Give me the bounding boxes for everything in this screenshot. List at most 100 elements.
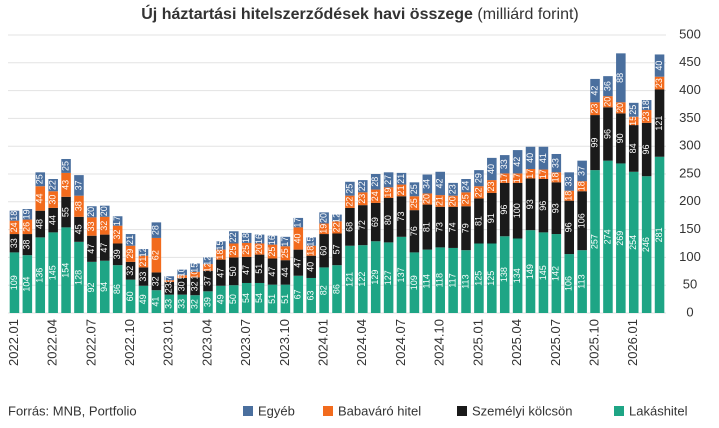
value-label: 82: [318, 285, 328, 295]
value-label: 60: [318, 246, 328, 256]
bar-segment: [332, 233, 342, 266]
value-label: 16: [254, 234, 264, 244]
value-label: 18: [306, 246, 316, 256]
bar-segment: [383, 172, 394, 188]
bar-segment: [112, 243, 123, 266]
value-label: 17: [538, 169, 548, 179]
bar-segment: [538, 232, 549, 313]
legend-label: Egyéb: [258, 403, 295, 418]
bar-segment: [345, 245, 355, 313]
y-tick-label: 500: [679, 26, 701, 41]
y-tick-label: 200: [679, 193, 701, 208]
value-label: 22: [344, 197, 354, 207]
bar-segment: [461, 192, 471, 207]
value-label: 18: [241, 233, 251, 243]
value-label: 39: [112, 249, 122, 259]
value-label: 38: [22, 240, 32, 250]
bar-segment: [61, 158, 71, 173]
bar-segment: [461, 250, 471, 313]
bar-segment: [254, 243, 265, 255]
bar-segment: [190, 295, 200, 313]
value-label: 33: [9, 238, 19, 248]
value-label: 29: [125, 249, 135, 259]
value-label: 17: [280, 237, 290, 247]
bar-segment: [254, 234, 265, 244]
value-label: 67: [293, 289, 303, 299]
value-label: 40: [293, 233, 303, 243]
value-label: 74: [447, 222, 457, 232]
bar-segment: [293, 275, 304, 313]
value-label: 96: [641, 145, 651, 155]
value-label: 42: [435, 178, 445, 188]
bar-segment: [345, 195, 355, 208]
value-label: 41: [151, 297, 161, 307]
value-label: 154: [60, 263, 70, 278]
bar-segment: [422, 249, 433, 313]
value-label: 17: [512, 173, 522, 183]
chart-subtitle: (milliárd forint): [477, 6, 578, 23]
legend-label: Lakáshitel: [629, 403, 688, 418]
bar-segment: [22, 234, 33, 256]
bar-segment: [35, 186, 46, 211]
value-label: 37: [202, 276, 212, 286]
bar-segment: [409, 210, 420, 253]
bar-segment: [9, 210, 20, 221]
value-label: 23: [654, 78, 664, 88]
bar-segment: [112, 216, 123, 226]
value-label: 136: [35, 268, 45, 283]
bar-segment: [641, 110, 652, 123]
value-label: 246: [641, 237, 651, 252]
bar-segment: [383, 197, 394, 243]
bar-segment: [306, 277, 316, 313]
bar-segment: [370, 174, 381, 190]
bar-segment: [590, 115, 600, 171]
bar-segment: [306, 255, 316, 278]
bar-segment: [74, 241, 84, 313]
legend-swatch: [323, 406, 333, 416]
bar-segment: [99, 234, 110, 261]
x-tick-label: 2024.01: [316, 319, 331, 366]
value-label: 80: [383, 215, 393, 225]
x-tick-label: 2025.10: [586, 319, 601, 366]
value-label: 96: [602, 129, 612, 139]
value-label: 128: [73, 270, 83, 285]
bar-segment: [241, 232, 252, 243]
value-label: 19: [383, 188, 393, 198]
value-label: 54: [254, 293, 264, 303]
value-label: 38: [73, 201, 83, 211]
bar-segment: [422, 174, 433, 194]
bar-segment: [461, 206, 471, 251]
value-label: 269: [615, 231, 625, 246]
value-label: 16: [267, 235, 277, 245]
value-label: 33: [86, 222, 96, 232]
bar-segment: [87, 206, 97, 218]
bar-segment: [254, 282, 265, 313]
bar-segment: [448, 206, 458, 248]
value-label: 15: [189, 263, 199, 273]
bar-segment: [474, 170, 484, 187]
value-label: 33: [499, 159, 509, 169]
bar-segment: [22, 255, 33, 313]
bar-segment: [216, 241, 226, 250]
value-label: 79: [460, 223, 470, 233]
bar-segment: [164, 281, 175, 295]
value-label: 22: [473, 187, 483, 197]
bar-segment: [525, 178, 536, 231]
value-label: 60: [125, 291, 135, 301]
value-label: 20: [615, 103, 625, 113]
value-label: 47: [241, 265, 251, 275]
bar-segment: [409, 252, 420, 313]
bar-segment: [396, 172, 407, 185]
value-label: 76: [409, 226, 419, 236]
value-label: 57: [331, 244, 341, 254]
bar-segment: [190, 271, 200, 278]
value-label: 55: [60, 207, 70, 217]
x-tick-label: 2022.10: [122, 319, 137, 366]
bar-segment: [448, 195, 458, 207]
value-label: 18: [551, 172, 561, 182]
bar-segment: [383, 242, 394, 313]
bar-segment: [151, 237, 162, 273]
value-label: 24: [460, 181, 470, 191]
x-tick-label: 2025.07: [548, 319, 563, 366]
value-label: 47: [99, 243, 109, 253]
